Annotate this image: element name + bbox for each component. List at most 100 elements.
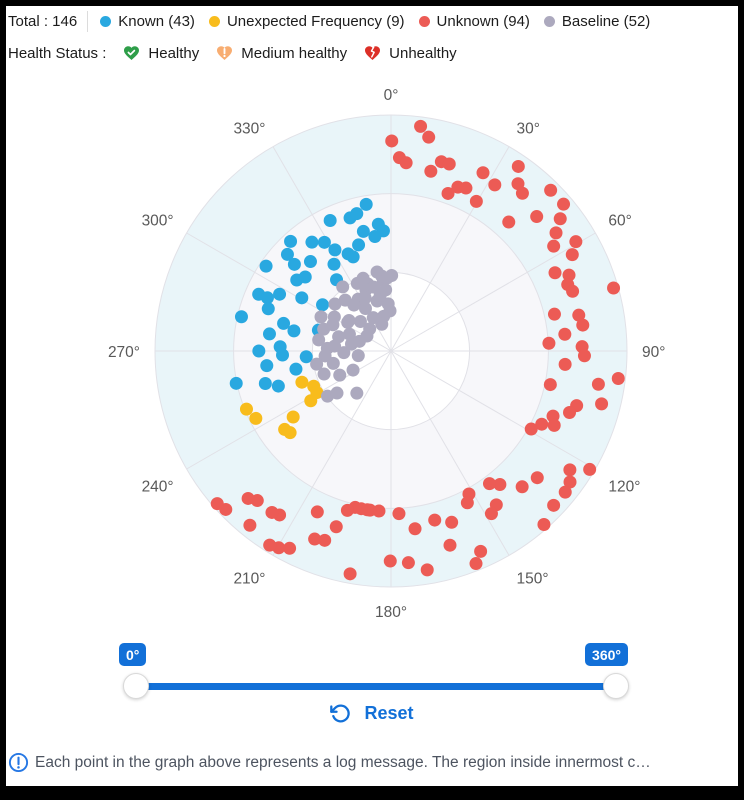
data-point-unexpected-frequency[interactable] bbox=[239, 402, 253, 416]
data-point-baseline[interactable] bbox=[310, 357, 324, 371]
data-point-baseline[interactable] bbox=[380, 271, 394, 285]
data-point-unknown[interactable] bbox=[401, 556, 415, 570]
data-point-known[interactable] bbox=[260, 291, 274, 305]
data-point-unknown[interactable] bbox=[547, 418, 561, 432]
data-point-unknown[interactable] bbox=[310, 505, 324, 519]
data-point-unknown[interactable] bbox=[577, 349, 591, 363]
data-point-unknown[interactable] bbox=[583, 462, 597, 476]
data-point-unknown[interactable] bbox=[572, 308, 586, 322]
data-point-unknown[interactable] bbox=[558, 357, 572, 371]
data-point-unknown[interactable] bbox=[265, 505, 279, 519]
data-point-unknown[interactable] bbox=[558, 327, 572, 341]
data-point-unknown[interactable] bbox=[563, 405, 577, 419]
data-point-known[interactable] bbox=[252, 344, 266, 358]
data-point-known[interactable] bbox=[299, 350, 313, 364]
data-point-known[interactable] bbox=[295, 291, 309, 305]
data-point-baseline[interactable] bbox=[370, 265, 384, 279]
data-point-unknown[interactable] bbox=[569, 235, 583, 249]
data-point-known[interactable] bbox=[229, 376, 243, 390]
data-point-baseline[interactable] bbox=[333, 368, 347, 382]
data-point-known[interactable] bbox=[356, 224, 370, 238]
data-point-unknown[interactable] bbox=[543, 378, 557, 392]
data-point-known[interactable] bbox=[368, 229, 382, 243]
data-point-baseline[interactable] bbox=[353, 314, 367, 328]
data-point-known[interactable] bbox=[276, 348, 290, 362]
data-point-unknown[interactable] bbox=[340, 503, 354, 517]
data-point-unknown[interactable] bbox=[576, 318, 590, 332]
data-point-unknown[interactable] bbox=[542, 336, 556, 350]
data-point-known[interactable] bbox=[350, 207, 364, 221]
data-point-baseline[interactable] bbox=[366, 311, 380, 325]
data-point-unknown[interactable] bbox=[383, 554, 397, 568]
data-point-unknown[interactable] bbox=[424, 164, 438, 178]
data-point-unknown[interactable] bbox=[607, 281, 621, 295]
data-point-baseline[interactable] bbox=[346, 363, 360, 377]
data-point-unknown[interactable] bbox=[408, 522, 422, 536]
data-point-unknown[interactable] bbox=[530, 471, 544, 485]
data-point-baseline[interactable] bbox=[356, 271, 370, 285]
data-point-unknown[interactable] bbox=[535, 417, 549, 431]
data-point-unknown[interactable] bbox=[243, 518, 257, 532]
data-point-unknown[interactable] bbox=[399, 156, 413, 170]
legend-item-unexpected-frequency[interactable]: Unexpected Frequency (9) bbox=[208, 13, 405, 30]
data-point-unknown[interactable] bbox=[241, 491, 255, 505]
data-point-unexpected-frequency[interactable] bbox=[304, 394, 318, 408]
data-point-known[interactable] bbox=[352, 238, 366, 252]
data-point-known[interactable] bbox=[328, 243, 342, 257]
data-point-unknown[interactable] bbox=[595, 397, 609, 411]
data-point-unknown[interactable] bbox=[469, 557, 483, 571]
data-point-unknown[interactable] bbox=[493, 478, 507, 492]
data-point-known[interactable] bbox=[323, 214, 337, 228]
data-point-unknown[interactable] bbox=[414, 119, 428, 133]
data-point-unknown[interactable] bbox=[441, 186, 455, 200]
data-point-known[interactable] bbox=[346, 250, 360, 264]
angle-range-slider-track[interactable] bbox=[136, 683, 616, 690]
data-point-unknown[interactable] bbox=[445, 515, 459, 529]
data-point-unknown[interactable] bbox=[563, 463, 577, 477]
legend-item-baseline[interactable]: Baseline (52) bbox=[543, 13, 650, 30]
data-point-unknown[interactable] bbox=[469, 194, 483, 208]
data-point-unknown[interactable] bbox=[420, 563, 434, 577]
data-point-known[interactable] bbox=[327, 257, 341, 271]
data-point-known[interactable] bbox=[273, 287, 287, 301]
data-point-unknown[interactable] bbox=[318, 533, 332, 547]
data-point-baseline[interactable] bbox=[342, 313, 356, 327]
data-point-baseline[interactable] bbox=[317, 367, 331, 381]
data-point-known[interactable] bbox=[260, 359, 274, 373]
data-point-baseline[interactable] bbox=[328, 297, 342, 311]
data-point-baseline[interactable] bbox=[312, 333, 326, 347]
data-point-unexpected-frequency[interactable] bbox=[286, 410, 300, 424]
data-point-unknown[interactable] bbox=[548, 266, 562, 280]
data-point-unknown[interactable] bbox=[530, 210, 544, 224]
data-point-known[interactable] bbox=[280, 247, 294, 261]
data-point-unknown[interactable] bbox=[210, 497, 224, 511]
data-point-unknown[interactable] bbox=[563, 475, 577, 489]
data-point-baseline[interactable] bbox=[330, 386, 344, 400]
legend-item-known[interactable]: Known (43) bbox=[100, 13, 195, 30]
data-point-unknown[interactable] bbox=[537, 517, 551, 531]
data-point-baseline[interactable] bbox=[337, 346, 351, 360]
data-point-unknown[interactable] bbox=[515, 186, 529, 200]
data-point-unknown[interactable] bbox=[524, 422, 538, 436]
data-point-unknown[interactable] bbox=[591, 377, 605, 391]
data-point-known[interactable] bbox=[277, 316, 291, 330]
data-point-unknown[interactable] bbox=[474, 544, 488, 558]
data-point-known[interactable] bbox=[287, 257, 301, 271]
slider-handle-min[interactable] bbox=[123, 673, 149, 699]
data-point-baseline[interactable] bbox=[358, 302, 372, 316]
data-point-known[interactable] bbox=[305, 235, 319, 249]
data-point-known[interactable] bbox=[261, 302, 275, 316]
data-point-unknown[interactable] bbox=[547, 498, 561, 512]
data-point-unknown[interactable] bbox=[442, 157, 456, 171]
data-point-unknown[interactable] bbox=[488, 178, 502, 192]
data-point-unknown[interactable] bbox=[392, 507, 406, 521]
data-point-unknown[interactable] bbox=[283, 541, 297, 555]
data-point-unknown[interactable] bbox=[443, 538, 457, 552]
data-point-unknown[interactable] bbox=[460, 496, 474, 510]
data-point-known[interactable] bbox=[258, 376, 272, 390]
data-point-known[interactable] bbox=[359, 197, 373, 211]
data-point-unknown[interactable] bbox=[329, 520, 343, 534]
data-point-baseline[interactable] bbox=[336, 280, 350, 294]
data-point-baseline[interactable] bbox=[314, 310, 328, 324]
data-point-unknown[interactable] bbox=[558, 485, 572, 499]
